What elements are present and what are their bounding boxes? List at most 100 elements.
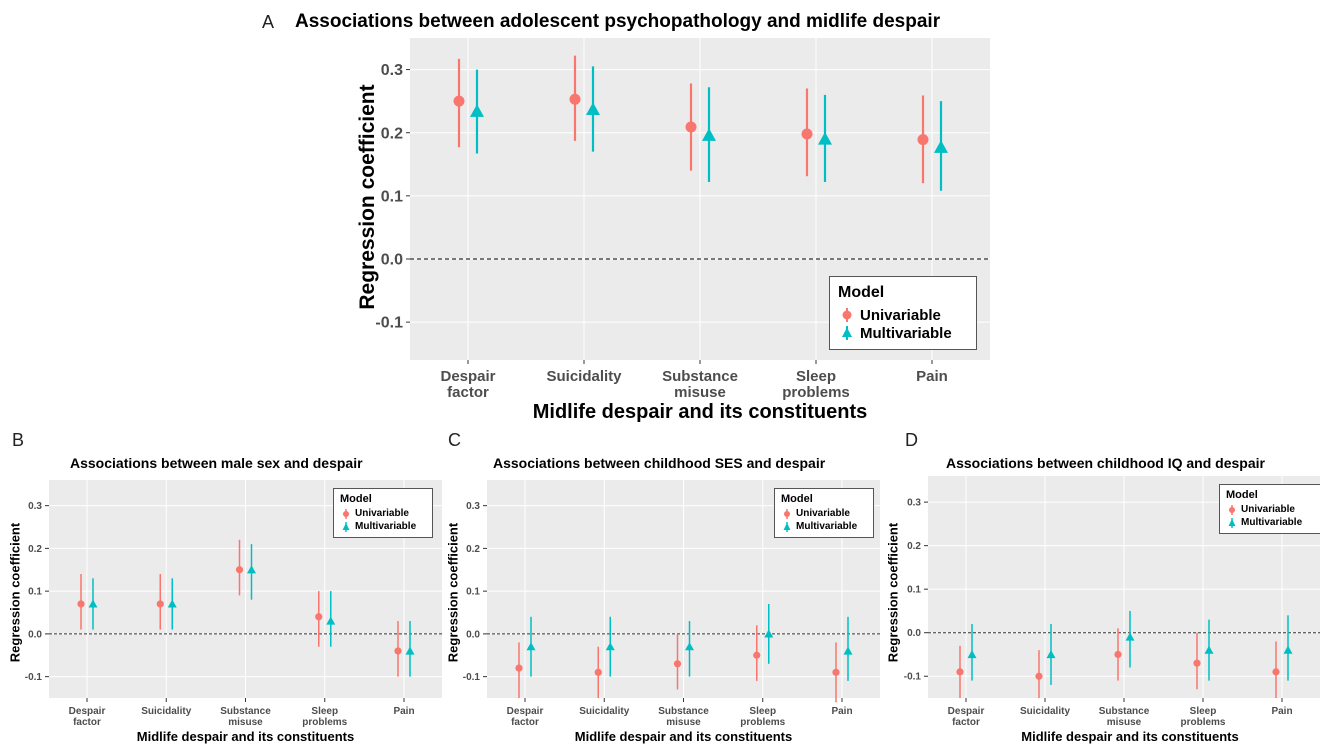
y-tick-label: 0.0: [466, 629, 480, 640]
point-univariable: [801, 128, 813, 140]
x-tick-label: Suicidality: [546, 368, 622, 385]
triangle-marker-icon: [838, 325, 856, 341]
x-tick-label: Suicidality: [579, 706, 629, 717]
point-univariable: [235, 566, 244, 574]
x-tick-label: Substance misuse: [220, 706, 271, 728]
x-tick-label: Despair factor: [948, 706, 985, 728]
circle-marker-icon: [838, 307, 856, 323]
chart-title: Associations between adolescent psychopa…: [295, 11, 941, 32]
legend: Model Univariable Multivariable: [829, 276, 977, 350]
point-univariable: [956, 668, 964, 676]
legend-label: Univariable: [796, 508, 850, 519]
point-univariable: [569, 93, 581, 105]
chart-title: Associations between childhood IQ and de…: [946, 455, 1265, 471]
point-multivariable: [526, 642, 536, 651]
legend-item-univariable: Univariable: [838, 306, 968, 324]
legend-label: Multivariable: [860, 324, 952, 342]
y-tick-label: -0.1: [25, 672, 43, 683]
y-tick-label: 0.0: [381, 252, 403, 269]
point-univariable: [394, 647, 402, 655]
legend-item-univariable: Univariable: [340, 507, 426, 520]
y-tick-label: 0.3: [907, 498, 921, 509]
y-axis-title: Regression coefficient: [885, 522, 901, 663]
triangle-marker-icon: [781, 521, 793, 533]
x-tick-label: Despair factor: [69, 706, 106, 728]
x-tick-label: Suicidality: [141, 706, 191, 717]
legend-label: Univariable: [1241, 504, 1295, 515]
x-tick-label: Pain: [831, 706, 852, 717]
y-tick-label: 0.2: [907, 541, 921, 552]
circle-marker-icon: [340, 508, 352, 520]
legend-title: Model: [340, 493, 372, 505]
point-univariable: [673, 660, 682, 668]
point-multivariable: [764, 629, 774, 638]
y-tick-label: -0.1: [463, 672, 481, 683]
legend: Model Univariable Multivariable: [1219, 484, 1320, 534]
legend-item-multivariable: Multivariable: [340, 520, 426, 533]
point-multivariable: [1046, 649, 1056, 659]
point-univariable: [685, 121, 697, 133]
point-univariable: [515, 664, 523, 672]
x-tick-label: Substance misuse: [658, 706, 709, 728]
legend: Model Univariable Multivariable: [333, 488, 433, 538]
x-tick-label: Despair factor: [507, 706, 544, 728]
y-tick-label: 0.3: [381, 62, 403, 79]
point-multivariable: [605, 642, 615, 651]
point-univariable: [77, 600, 85, 608]
x-tick-label: Sleep problems: [302, 706, 347, 728]
x-axis-title: Midlife despair and its constituents: [574, 729, 793, 744]
x-tick-label: Pain: [1271, 706, 1292, 717]
point-multivariable: [586, 102, 600, 115]
x-tick-label: Pain: [916, 368, 948, 385]
point-univariable: [1193, 659, 1201, 667]
point-univariable: [1114, 650, 1122, 659]
point-multivariable: [702, 128, 716, 141]
y-tick-label: 0.0: [907, 628, 921, 639]
y-axis-title: Regression coefficient: [445, 522, 461, 663]
legend-label: Multivariable: [355, 521, 417, 532]
point-univariable: [315, 613, 323, 621]
y-axis-title: Regression coefficient: [7, 522, 23, 663]
x-axis-title: Midlife despair and its constituents: [532, 401, 868, 423]
plot-svg: -0.1 0.0 0.1 0.2 0.3 Despair factor Suicidality…: [904, 476, 1320, 728]
legend-label: Multivariable: [796, 521, 858, 532]
panel-label: A: [262, 12, 275, 32]
plot-svg: -0.1 0.0 0.1 0.2 0.3 Despair factor Suicidality…: [463, 480, 880, 728]
x-tick-label: Suicidality: [1020, 706, 1070, 717]
x-axis-title: Midlife despair and its constituents: [136, 729, 355, 744]
legend-title: Model: [838, 284, 885, 301]
y-tick-label: 0.1: [381, 188, 403, 205]
legend-title: Model: [781, 493, 813, 505]
legend-item-multivariable: Multivariable: [838, 324, 968, 342]
legend-item-univariable: Univariable: [781, 507, 867, 520]
point-multivariable: [1125, 632, 1135, 641]
legend: Model Univariable Multivariable: [774, 488, 874, 538]
y-tick-label: 0.3: [466, 501, 480, 512]
circle-marker-icon: [1226, 504, 1238, 516]
circle-marker-icon: [781, 508, 793, 520]
x-tick-label: Despair factor: [440, 368, 495, 401]
y-tick-label: -0.1: [375, 315, 403, 332]
y-tick-label: 0.2: [466, 544, 480, 555]
point-univariable: [1035, 672, 1043, 680]
point-multivariable: [934, 140, 948, 153]
y-tick-label: 0.0: [28, 629, 42, 640]
point-multivariable: [685, 642, 694, 651]
point-multivariable: [470, 104, 484, 117]
x-tick-label: Substance misuse: [662, 368, 738, 401]
point-univariable: [156, 600, 164, 608]
x-tick-label: Sleep problems: [740, 706, 785, 728]
point-multivariable: [967, 649, 977, 659]
point-univariable: [832, 668, 840, 676]
x-tick-label: Pain: [393, 706, 414, 717]
point-multivariable: [843, 646, 853, 655]
legend-item-multivariable: Multivariable: [781, 520, 867, 533]
point-univariable: [594, 668, 602, 676]
x-tick-label: Substance misuse: [1099, 706, 1150, 728]
legend-item-univariable: Univariable: [1226, 503, 1314, 516]
panel-label: B: [12, 430, 25, 450]
legend-label: Univariable: [355, 508, 409, 519]
point-multivariable: [326, 616, 336, 625]
point-univariable: [1272, 668, 1280, 676]
point-univariable: [753, 651, 761, 659]
